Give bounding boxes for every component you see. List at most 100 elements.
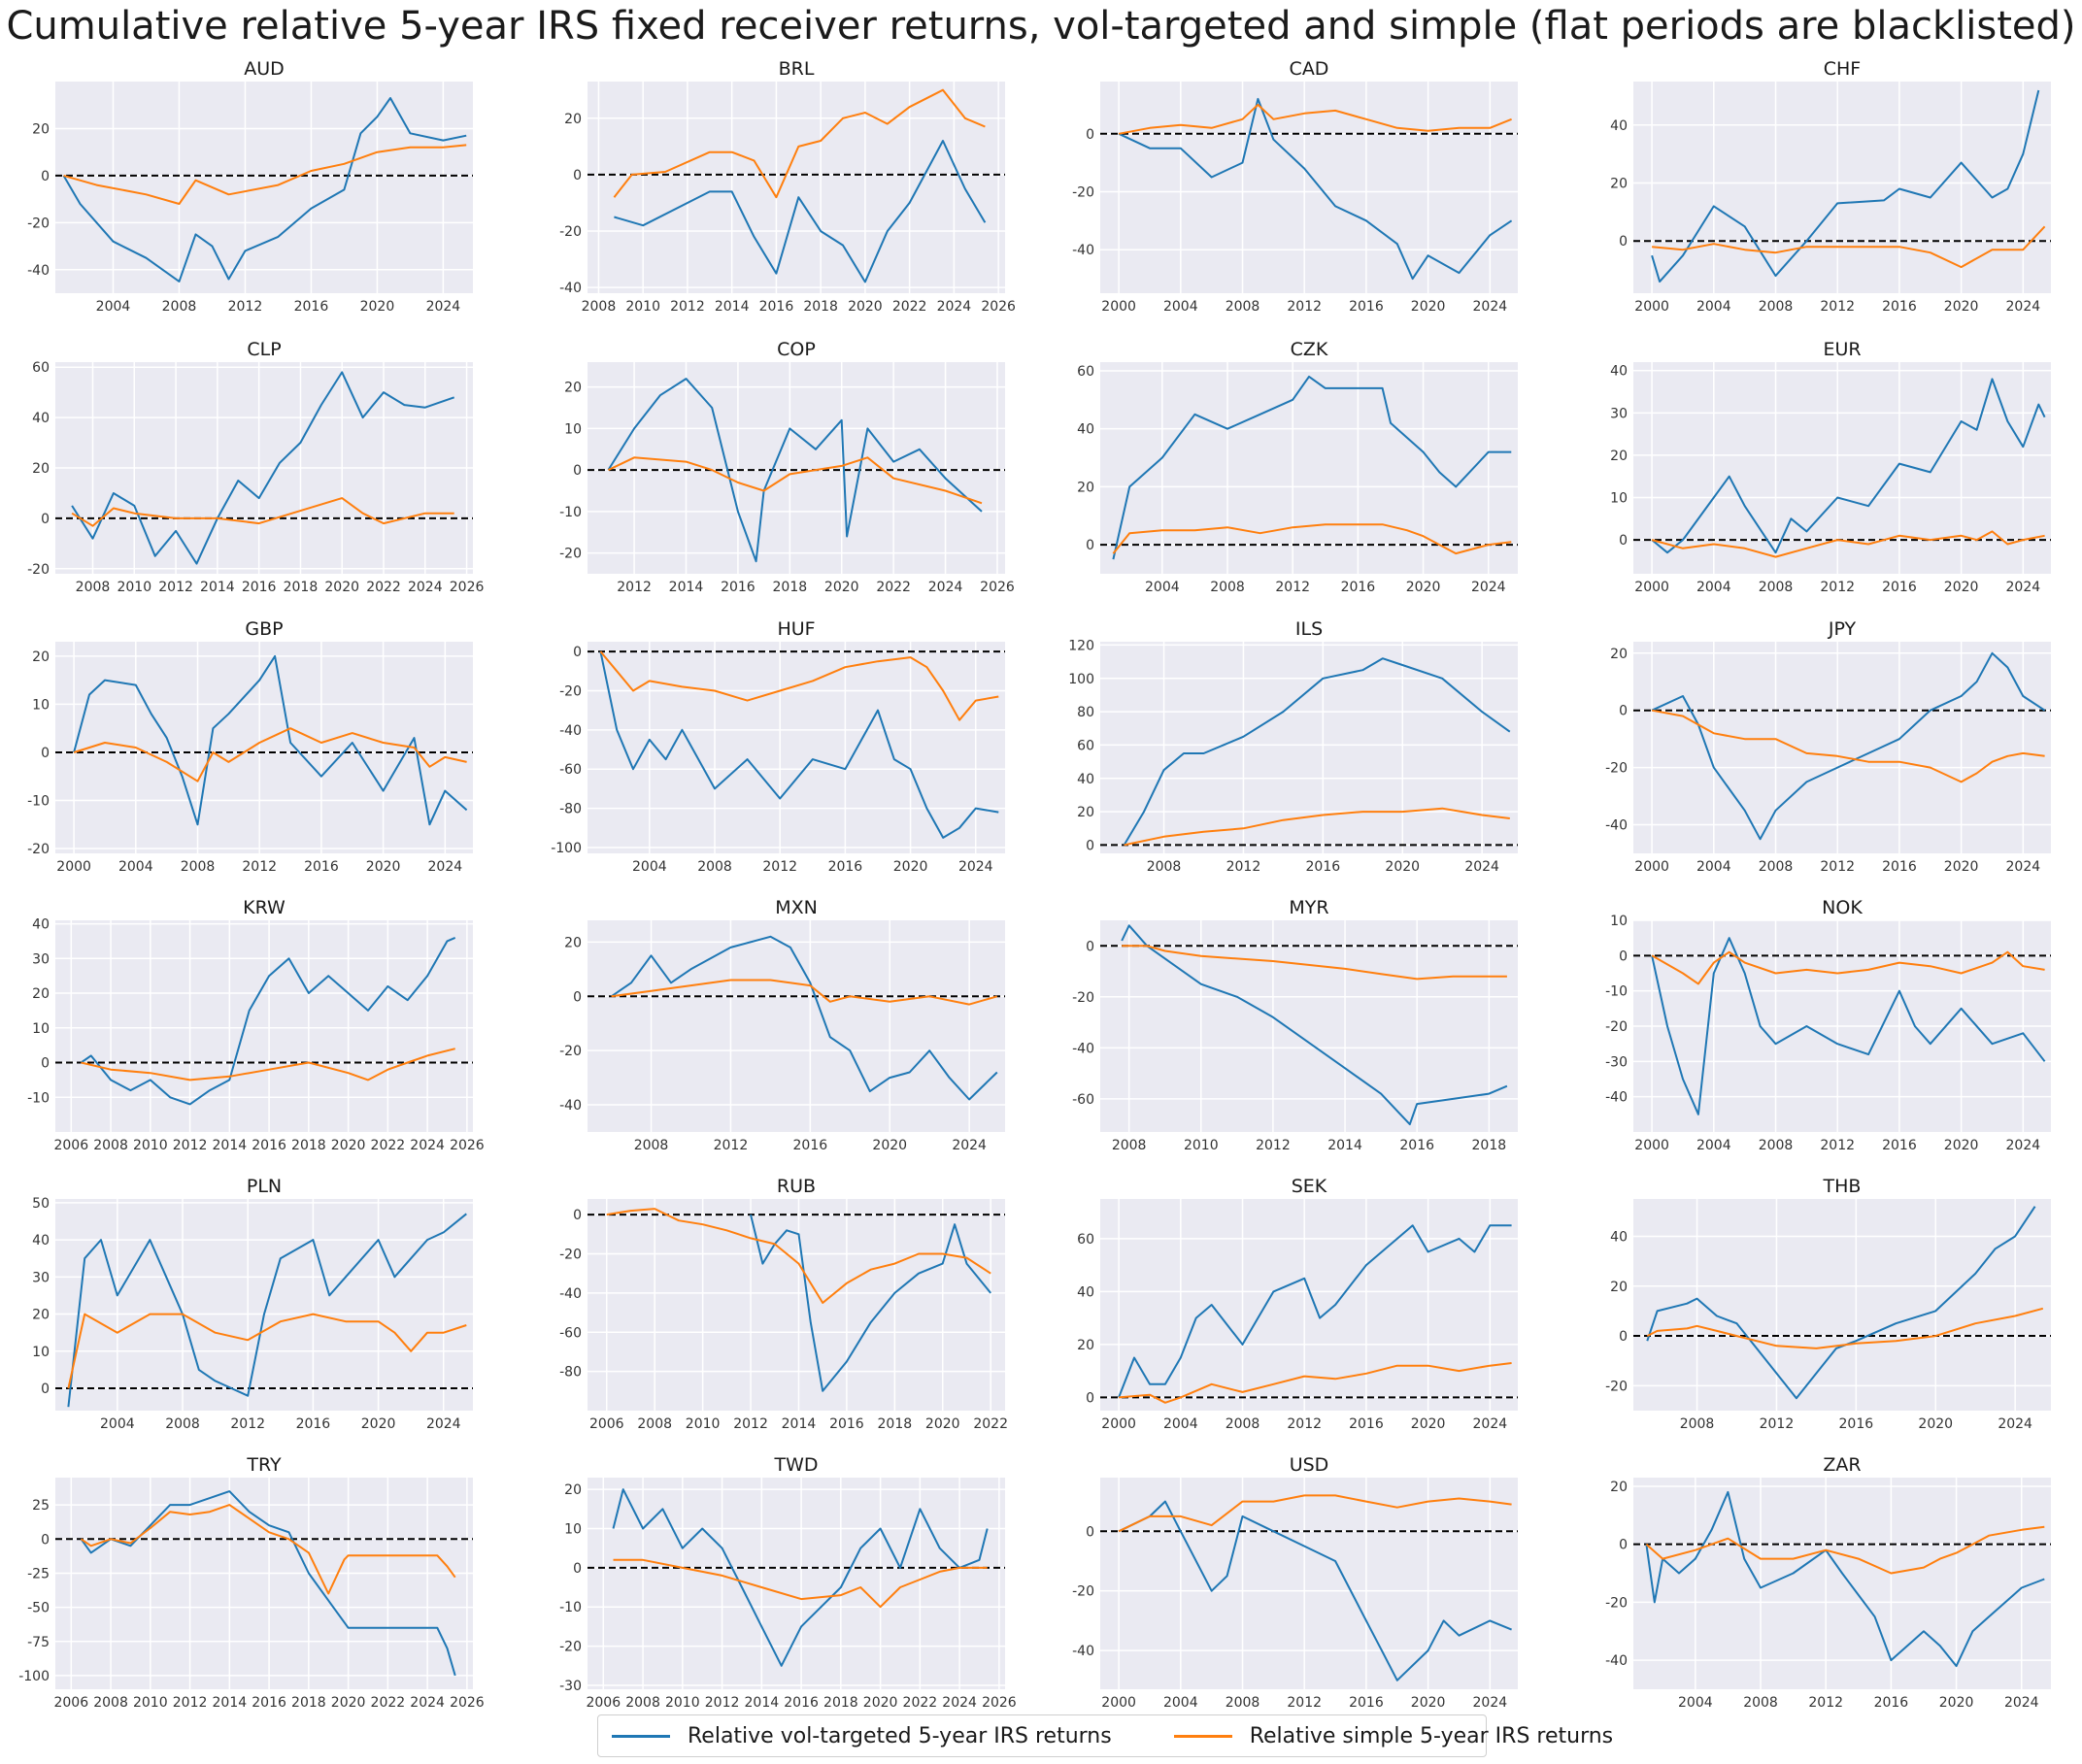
panel-background bbox=[1100, 82, 1518, 293]
y-tick-label: -10 bbox=[1605, 984, 1628, 1000]
panel-title: CZK bbox=[1291, 339, 1328, 360]
y-tick-label: 20 bbox=[564, 381, 582, 396]
y-tick-label: 60 bbox=[1077, 1232, 1094, 1248]
y-tick-label: 10 bbox=[1610, 914, 1628, 929]
series-line-simple bbox=[1651, 950, 2045, 985]
x-tick-label: 2020 bbox=[1385, 859, 1420, 875]
y-tick-label: -40 bbox=[1605, 818, 1628, 834]
y-tick-label: 20 bbox=[32, 986, 50, 1002]
series-line-simple bbox=[1652, 225, 2046, 269]
x-tick-label: 2004 bbox=[1145, 580, 1180, 595]
y-tick-label: 30 bbox=[32, 951, 50, 967]
y-tick-label: 40 bbox=[1077, 772, 1094, 787]
panel-background bbox=[1100, 642, 1518, 853]
figure-title: Cumulative relative 5-year IRS fixed rec… bbox=[6, 4, 2076, 49]
x-tick-label: 2026 bbox=[982, 1695, 1017, 1711]
panel-czk: 2004 2008 2012 2016 2020 2024 0 20 40 60 CZK bbox=[1077, 339, 1518, 595]
x-tick-label: 2012 bbox=[1287, 1416, 1322, 1432]
series-line-vol-targeted bbox=[599, 650, 999, 839]
y-tick-label: 20 bbox=[1077, 1338, 1094, 1353]
x-tick-label: 2020 bbox=[1944, 859, 1979, 875]
x-tick-label: 2008 bbox=[181, 859, 216, 875]
y-tick-label: 20 bbox=[564, 1482, 582, 1498]
panel-title: JPY bbox=[1828, 618, 1857, 640]
y-tick-label: 10 bbox=[1610, 491, 1628, 507]
x-tick-label: 2008 bbox=[1759, 859, 1794, 875]
x-tick-label: 2012 bbox=[228, 299, 263, 315]
x-tick-label: 2004 bbox=[1696, 580, 1731, 595]
x-tick-label: 2016 bbox=[1882, 580, 1917, 595]
x-tick-label: 2016 bbox=[252, 1695, 286, 1711]
panel-title: ILS bbox=[1295, 618, 1323, 640]
x-tick-label: 2016 bbox=[793, 1138, 828, 1153]
series-line-simple bbox=[1118, 1494, 1512, 1533]
y-tick-label: 60 bbox=[32, 360, 50, 376]
y-tick-label: 0 bbox=[1086, 939, 1094, 954]
y-tick-label: -20 bbox=[559, 1640, 582, 1655]
series-line-vol-targeted bbox=[1651, 89, 2040, 283]
x-tick-label: 2008 bbox=[1226, 1416, 1260, 1432]
x-tick-label: 2020 bbox=[925, 1416, 960, 1432]
y-tick-label: -75 bbox=[27, 1635, 50, 1650]
y-tick-label: 0 bbox=[1619, 1329, 1628, 1345]
x-tick-label: 2024 bbox=[952, 1138, 987, 1153]
x-tick-label: 2012 bbox=[173, 1695, 208, 1711]
x-tick-label: 2004 bbox=[1696, 859, 1731, 875]
panel-aud: 2004 2008 2012 2016 2020 2024 -40 -20 0 20 AUD bbox=[27, 58, 473, 315]
y-tick-label: -20 bbox=[559, 683, 582, 699]
series-line-vol-targeted bbox=[80, 936, 456, 1106]
y-tick-label: -10 bbox=[559, 1600, 582, 1615]
y-tick-label: 0 bbox=[573, 1561, 582, 1577]
y-tick-label: -40 bbox=[1072, 243, 1094, 258]
x-tick-label: 2016 bbox=[829, 1416, 864, 1432]
y-tick-label: 10 bbox=[32, 1345, 50, 1360]
x-tick-label: 2012 bbox=[714, 1138, 749, 1153]
panel-ils: 2008 2012 2016 2020 2024 0 20 40 60 80 100 120 ILS bbox=[1068, 618, 1518, 875]
x-tick-label: 2018 bbox=[878, 1416, 913, 1432]
y-tick-label: 20 bbox=[32, 649, 50, 665]
x-tick-label: 2020 bbox=[893, 859, 928, 875]
y-tick-label: 0 bbox=[1619, 234, 1628, 250]
series-line-simple bbox=[613, 88, 986, 199]
y-tick-label: 80 bbox=[1077, 705, 1094, 720]
y-tick-label: 40 bbox=[1610, 364, 1628, 380]
x-tick-label: 2024 bbox=[937, 299, 972, 315]
x-tick-label: 2024 bbox=[410, 1695, 445, 1711]
y-tick-label: -40 bbox=[559, 281, 582, 296]
x-tick-label: 2012 bbox=[1808, 1695, 1843, 1711]
y-tick-label: 20 bbox=[32, 121, 50, 137]
series-line-simple bbox=[81, 1048, 455, 1082]
y-tick-label: 0 bbox=[573, 168, 582, 183]
panel-title: TRY bbox=[246, 1454, 282, 1476]
series-line-simple bbox=[1119, 1362, 1512, 1404]
legend-item-simple: Relative simple 5-year IRS returns bbox=[1173, 1723, 1614, 1748]
series-line-simple bbox=[1651, 530, 2045, 558]
series-line-vol-targeted bbox=[1118, 1224, 1512, 1398]
panel-title: AUD bbox=[244, 58, 285, 80]
x-tick-label: 2018 bbox=[1472, 1138, 1507, 1153]
panel-mxn: 2008 2012 2016 2020 2024 -40 -20 0 20 MXN bbox=[559, 897, 1005, 1153]
y-tick-label: -30 bbox=[1605, 1054, 1628, 1070]
y-tick-label: -20 bbox=[1605, 1379, 1628, 1394]
x-tick-label: 2024 bbox=[410, 1138, 445, 1153]
panel-title: SEK bbox=[1292, 1176, 1327, 1197]
panel-title: PLN bbox=[247, 1176, 282, 1197]
y-tick-label: 25 bbox=[32, 1498, 50, 1514]
series-line-vol-targeted bbox=[62, 97, 467, 283]
x-tick-label: 2012 bbox=[1256, 1138, 1291, 1153]
panel-rub: 2006 2008 2010 2012 2014 2016 2018 2020 2022 -80 -… bbox=[559, 1176, 1008, 1432]
panel-title: EUR bbox=[1823, 339, 1861, 360]
x-tick-label: 2020 bbox=[366, 859, 401, 875]
x-tick-label: 2012 bbox=[762, 859, 797, 875]
y-tick-label: -100 bbox=[18, 1669, 50, 1684]
y-tick-label: 0 bbox=[41, 169, 50, 184]
x-tick-label: 2018 bbox=[291, 1695, 326, 1711]
series-line-simple bbox=[1112, 523, 1512, 555]
y-tick-label: 40 bbox=[1610, 1229, 1628, 1245]
legend-label-simple: Relative simple 5-year IRS returns bbox=[1249, 1723, 1614, 1748]
x-tick-label: 2012 bbox=[1820, 1138, 1855, 1153]
panel-background bbox=[1633, 1199, 2051, 1411]
x-tick-label: 2014 bbox=[200, 580, 235, 595]
legend-swatch-simple bbox=[1173, 1734, 1232, 1738]
y-tick-label: 50 bbox=[32, 1196, 50, 1212]
